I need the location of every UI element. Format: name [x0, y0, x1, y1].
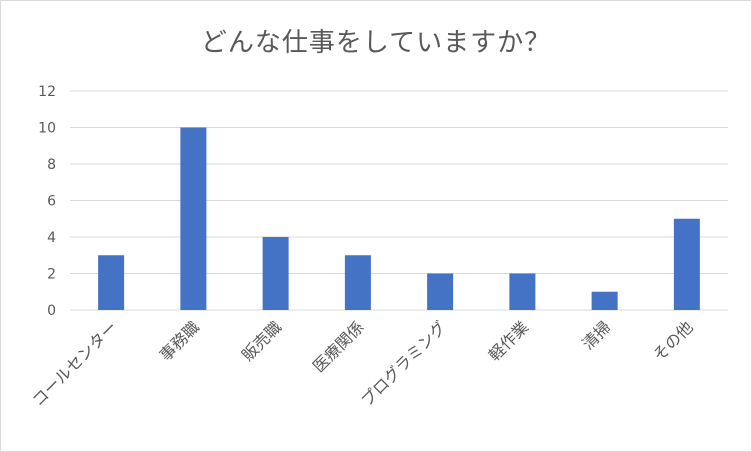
x-tick-label: 軽作業	[485, 317, 532, 364]
y-axis-ticks: 0 2 4 6 8 10 12	[38, 84, 56, 319]
x-tick-label: 販売職	[238, 317, 285, 364]
bar	[591, 291, 618, 310]
y-tick-label: 10	[38, 121, 56, 137]
bar	[180, 127, 207, 310]
chart-title: どんな仕事をしていますか？	[200, 28, 552, 58]
bar	[98, 255, 125, 310]
y-tick-label: 12	[38, 84, 56, 100]
x-tick-label: プログラミング	[357, 317, 450, 410]
bar	[262, 237, 289, 310]
bar	[344, 255, 371, 310]
bar	[427, 273, 454, 310]
x-tick-label: 清掃	[578, 317, 614, 353]
bars	[98, 127, 700, 310]
x-tick-label: 事務職	[156, 317, 203, 364]
y-tick-label: 0	[47, 303, 56, 319]
x-tick-label: その他	[649, 317, 696, 364]
y-tick-label: 6	[47, 194, 56, 210]
x-tick-label: コールセンター	[28, 317, 121, 410]
gridlines	[70, 90, 728, 311]
x-tick-label: 医療関係	[309, 317, 368, 376]
y-tick-label: 2	[47, 267, 56, 283]
bar	[673, 218, 700, 310]
y-tick-label: 4	[47, 230, 56, 246]
y-tick-label: 8	[47, 157, 56, 173]
bar	[509, 273, 536, 310]
